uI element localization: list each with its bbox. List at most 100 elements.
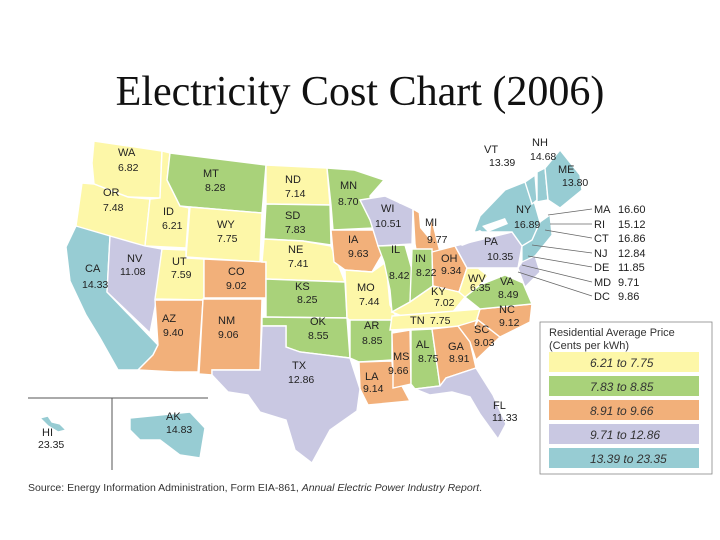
callout-abbr-de: DE	[594, 262, 609, 274]
state-value-ak: 14.83	[166, 424, 192, 436]
callout-value-de: 11.85	[618, 262, 645, 274]
state-value-az: 9.40	[163, 327, 184, 339]
callout-abbr-ma: MA	[594, 204, 611, 216]
state-abbr-ms: MS	[393, 351, 410, 363]
state-value-oh: 9.34	[441, 265, 462, 277]
state-abbr-ia: IA	[348, 234, 359, 246]
state-abbr-or: OR	[103, 187, 120, 199]
state-me	[544, 148, 583, 209]
state-abbr-me: ME	[558, 164, 575, 176]
state-abbr-az: AZ	[162, 313, 176, 325]
callout-value-ct: 16.86	[618, 233, 646, 245]
callout-value-md: 9.71	[618, 277, 639, 289]
callout-leader-ct	[544, 229, 593, 239]
state-abbr-vt: VT	[484, 144, 498, 156]
lake-2	[455, 230, 488, 246]
state-value-mn: 8.70	[338, 196, 359, 208]
state-abbr-mt: MT	[203, 168, 219, 180]
callout-value-nj: 12.84	[618, 248, 646, 260]
state-abbr-ky: KY	[431, 286, 446, 298]
source-note: Source: Energy Information Administratio…	[28, 482, 708, 494]
state-value-nh: 14.68	[530, 151, 556, 163]
state-value-or: 7.48	[103, 202, 124, 214]
state-value-mo: 7.44	[359, 296, 380, 308]
state-value-wy: 7.75	[217, 233, 238, 245]
callout-value-ma: 16.60	[618, 204, 646, 216]
states-layer	[38, 140, 583, 465]
legend-swatch-1	[549, 352, 699, 372]
state-abbr-ar: AR	[364, 320, 379, 332]
callout-value-ri: 15.12	[618, 219, 646, 231]
state-abbr-mi: MI	[425, 217, 437, 229]
state-value-sd: 7.83	[285, 224, 306, 236]
state-value-ok: 8.55	[308, 330, 329, 342]
legend-swatch-3	[549, 400, 699, 420]
state-abbr-ny: NY	[516, 204, 532, 216]
state-value-al: 8.75	[418, 353, 439, 365]
callout-abbr-ct: CT	[594, 233, 609, 245]
state-abbr-wv: WV	[468, 273, 486, 285]
callout-leader-nj	[531, 244, 593, 254]
state-value-ky: 7.02	[434, 297, 455, 309]
state-ak	[129, 411, 206, 459]
state-tx	[211, 325, 361, 465]
state-sc	[456, 319, 502, 362]
legend-range-1: 6.21 to 7.75	[590, 356, 654, 370]
lake-0	[388, 192, 430, 204]
state-abbr-hi: HI	[42, 427, 53, 439]
state-value-ne: 7.41	[288, 258, 309, 270]
state-abbr-sc: SC	[474, 324, 489, 336]
source-suffix: .	[479, 482, 483, 494]
state-value-wa: 6.82	[118, 162, 139, 174]
state-value-wi: 10.51	[375, 218, 401, 230]
source-prefix: Source: Energy Information Administratio…	[28, 482, 302, 494]
great-lakes	[388, 192, 508, 246]
state-pa	[453, 231, 523, 269]
state-fl	[414, 367, 507, 441]
legend-swatch-5	[549, 448, 699, 468]
lake-1	[418, 205, 432, 240]
state-abbr-wi: WI	[381, 203, 394, 215]
state-abbr-wa: WA	[118, 147, 136, 159]
state-value-il: 8.42	[389, 270, 410, 282]
state-abbr-nm: NM	[218, 315, 235, 327]
state-abbr-ca: CA	[85, 263, 101, 275]
state-abbr-mo: MO	[357, 282, 375, 294]
state-value-ut: 7.59	[171, 269, 192, 281]
state-abbr-tn: TN	[410, 315, 425, 327]
state-ms	[391, 329, 412, 389]
state-abbr-fl: FL	[493, 400, 506, 412]
state-value-tn: 7.75	[430, 315, 451, 327]
legend-range-4: 9.71 to 12.86	[590, 428, 660, 442]
state-value-hi: 23.35	[38, 439, 64, 451]
state-abbr-il: IL	[391, 244, 400, 256]
state-abbr-co: CO	[228, 266, 245, 278]
inset-frames	[28, 397, 208, 470]
legend: Residential Average Price(Cents per kWh)…	[539, 321, 713, 475]
legend-title: Residential Average Price	[549, 327, 675, 339]
state-abbr-id: ID	[163, 206, 174, 218]
callout-leader-dc	[517, 271, 593, 297]
callout-abbr-ri: RI	[594, 219, 605, 231]
callout-leader-md	[521, 264, 593, 283]
lake-3	[482, 218, 508, 232]
state-abbr-nd: ND	[285, 174, 301, 186]
state-value-pa: 10.35	[487, 251, 513, 263]
legend-range-5: 13.39 to 23.35	[590, 452, 667, 466]
state-co	[203, 258, 267, 299]
state-abbr-la: LA	[365, 371, 379, 383]
state-abbr-sd: SD	[285, 210, 300, 222]
state-value-mi: 9.77	[427, 234, 448, 246]
source-report: Annual Electric Power Industry Report	[301, 482, 480, 494]
state-value-ga: 8.91	[449, 353, 470, 365]
callout-leader-ma	[547, 208, 593, 216]
state-abbr-tx: TX	[292, 360, 307, 372]
state-abbr-pa: PA	[484, 236, 499, 248]
callout-abbr-dc: DC	[594, 291, 610, 303]
state-value-nv: 11.08	[120, 266, 146, 278]
legend-subtitle: (Cents per kWh)	[549, 340, 629, 352]
legend-range-2: 7.83 to 8.85	[590, 380, 654, 394]
state-abbr-ak: AK	[166, 411, 181, 423]
